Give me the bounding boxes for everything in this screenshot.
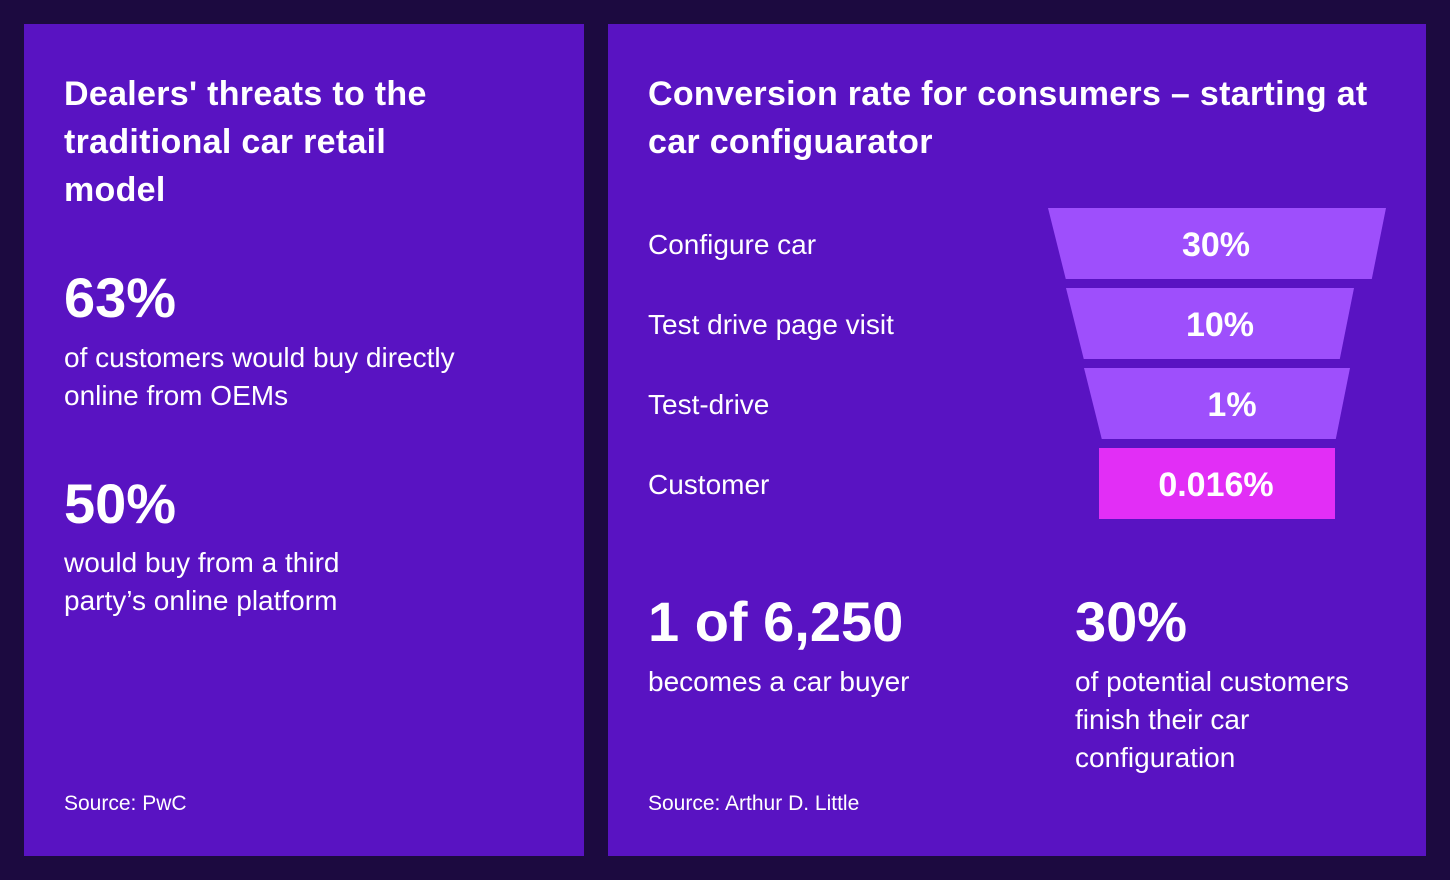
left-panel: Dealers' threats to the traditional car … [24, 24, 584, 856]
right-panel: Conversion rate for consumers – starting… [608, 24, 1426, 856]
funnel-stage-configure-car [1048, 208, 1386, 279]
left-stat2-value: 50% [64, 472, 177, 535]
funnel-value-test-drive-page-visit: 10% [1186, 306, 1254, 344]
funnel-value-configure-car: 30% [1182, 226, 1250, 264]
right-stat1-text: becomes a car buyer [648, 666, 910, 697]
funnel-stage-customer [1099, 448, 1335, 519]
funnel-chart: 30% 10% 1% 0.016% [1048, 208, 1386, 519]
left-source: Source: PwC [64, 792, 187, 815]
funnel-label-test-drive: Test-drive [648, 389, 770, 420]
left-title: Dealers' threats to the traditional car … [64, 75, 427, 209]
funnel-label-customer: Customer [648, 469, 770, 500]
funnel-value-customer: 0.016% [1158, 466, 1273, 504]
left-stat2-text: would buy from a third party’s online pl… [64, 547, 340, 616]
right-source: Source: Arthur D. Little [648, 792, 860, 815]
funnel-stage-test-drive-page-visit [1066, 288, 1354, 359]
right-stat2-value: 30% [1075, 590, 1188, 653]
right-stat2-text: of potential customers finish their car … [1075, 666, 1349, 773]
left-stat1-value: 63% [64, 266, 177, 329]
right-title: Conversion rate for consumers – starting… [648, 75, 1368, 161]
funnel-label-configure-car: Configure car [648, 229, 817, 260]
right-stat1-value: 1 of 6,250 [648, 590, 904, 653]
funnel-label-test-drive-page-visit: Test drive page visit [648, 309, 894, 340]
funnel-stage-test-drive [1084, 368, 1350, 439]
left-stat1-text: of customers would buy directly online f… [64, 342, 455, 411]
funnel-value-test-drive: 1% [1207, 386, 1256, 424]
